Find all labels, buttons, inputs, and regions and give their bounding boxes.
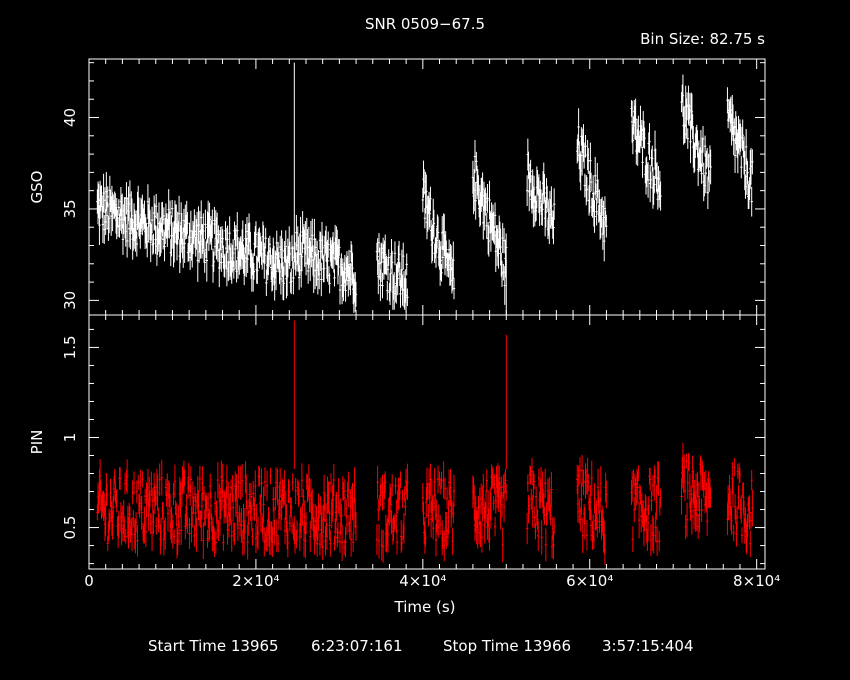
gso-axis-ticks: 30 35 40 (61, 59, 765, 315)
x-tick-label: 6×10⁴ (566, 572, 613, 590)
gso-series (96, 62, 754, 315)
time-axis-label: Time (s) (394, 598, 456, 616)
start-time-value: 6:23:07:161 (311, 637, 403, 655)
chart-title: SNR 0509−67.5 (365, 15, 485, 33)
pin-series (96, 320, 754, 566)
gso-panel-frame (88, 58, 766, 316)
y-tick-label: 0.5 (61, 516, 79, 540)
pin-panel-frame (88, 314, 766, 570)
pin-axis-label: PIN (28, 430, 46, 455)
x-tick-label: 4×10⁴ (399, 572, 446, 590)
x-tick-label: 0 (84, 572, 94, 590)
stop-time-value: 3:57:15:404 (602, 637, 694, 655)
x-tick-label: 2×10⁴ (232, 572, 279, 590)
y-tick-label: 30 (61, 291, 79, 310)
stop-time-label: Stop Time 13966 (443, 637, 571, 655)
y-tick-label: 1 (61, 433, 79, 443)
start-time-label: Start Time 13965 (148, 637, 279, 655)
y-tick-label: 40 (61, 108, 79, 127)
x-tick-label: 8×10⁴ (733, 572, 780, 590)
y-tick-label: 35 (61, 199, 79, 218)
pin-axis-ticks: 0.5 1 1.5 0 2×10⁴ 4×10⁴ 6×10⁴ 8×10⁴ (61, 315, 780, 590)
bin-size-label: Bin Size: 82.75 s (640, 30, 765, 48)
y-tick-label: 1.5 (61, 335, 79, 359)
gso-axis-label: GSO (28, 171, 46, 204)
